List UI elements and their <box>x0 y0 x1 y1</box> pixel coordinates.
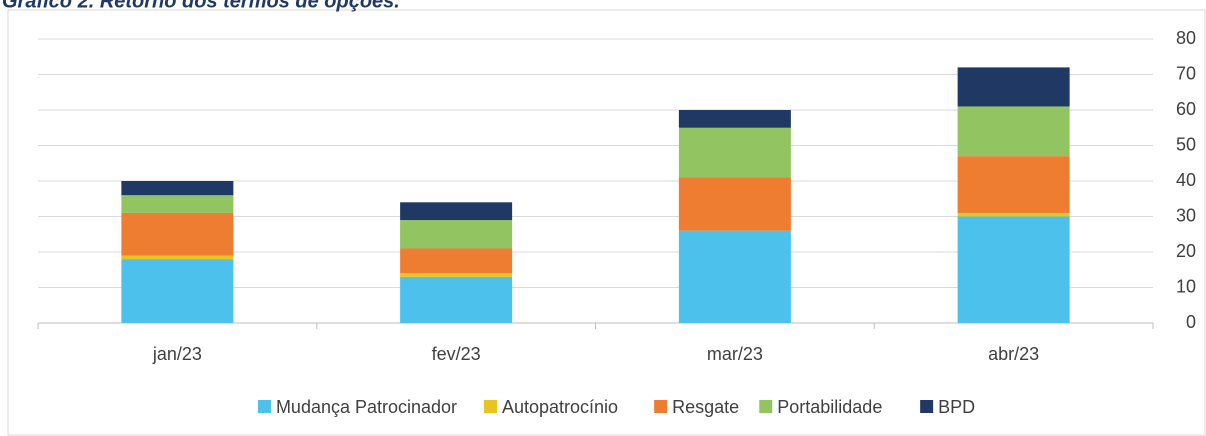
bar-segment <box>400 273 513 277</box>
bar-segment <box>678 177 791 231</box>
bar-segment <box>121 195 234 213</box>
y-tick-label: 60 <box>1176 99 1196 119</box>
legend-swatch <box>483 400 497 413</box>
bar-segment <box>957 156 1070 213</box>
legend-label: Mudança Patrocinador <box>276 397 457 417</box>
y-tick-label: 70 <box>1176 63 1196 83</box>
x-tick-label: abr/23 <box>988 344 1039 364</box>
legend-swatch <box>654 400 668 413</box>
bar-segment <box>400 276 513 323</box>
x-tick-label: jan/23 <box>152 344 202 364</box>
legend-label: Resgate <box>672 397 739 417</box>
bar-segment <box>121 212 234 256</box>
bar-segment <box>121 181 234 196</box>
bar-segment <box>678 230 791 323</box>
y-tick-label: 80 <box>1176 28 1196 48</box>
legend-label: BPD <box>938 397 975 417</box>
x-tick-label: mar/23 <box>707 344 763 364</box>
bar-segment <box>678 127 791 178</box>
bar-segment <box>400 202 513 221</box>
y-tick-label: 0 <box>1186 312 1196 332</box>
legend-swatch <box>759 400 773 413</box>
y-tick-label: 10 <box>1176 276 1196 296</box>
legend-swatch <box>257 400 271 413</box>
bar-segment <box>400 248 513 274</box>
bar-segment <box>121 255 234 260</box>
legend-label: Autopatrocínio <box>502 397 618 417</box>
y-tick-label: 50 <box>1176 134 1196 154</box>
bar-segment <box>957 216 1070 323</box>
bar-segment <box>678 110 791 128</box>
y-tick-label: 40 <box>1176 170 1196 190</box>
bar-segment <box>957 106 1070 157</box>
chart-title: Gráfico 2. Retorno dos termos de opções. <box>2 0 400 12</box>
x-tick-label: fev/23 <box>432 344 481 364</box>
legend-label: Portabilidade <box>777 397 882 417</box>
y-tick-label: 30 <box>1176 205 1196 225</box>
bar-segment <box>400 220 513 249</box>
legend-swatch <box>920 400 934 413</box>
bar-segment <box>957 67 1070 107</box>
bar-segment <box>957 212 1070 217</box>
bar-segment <box>121 259 234 323</box>
y-tick-label: 20 <box>1176 241 1196 261</box>
